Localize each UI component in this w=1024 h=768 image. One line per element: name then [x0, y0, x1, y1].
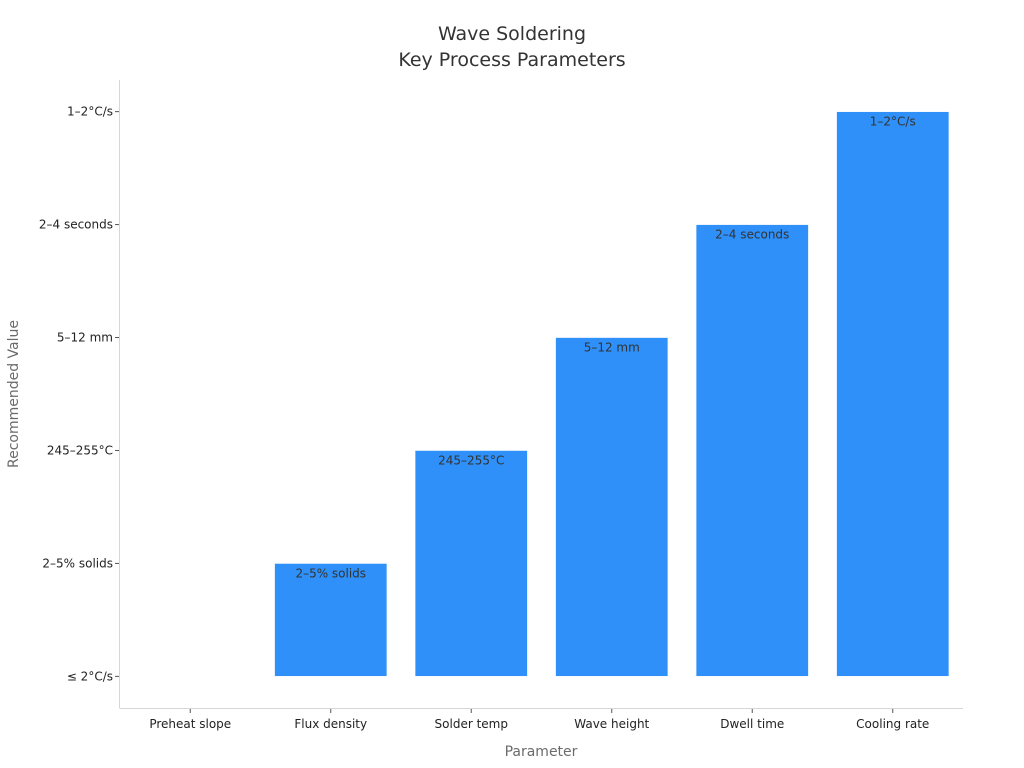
- chart-title-line-2: Key Process Parameters: [398, 49, 625, 71]
- bar: [414, 450, 528, 677]
- y-tick-label: ≤ 2°C/s: [67, 669, 113, 683]
- bar: [555, 337, 669, 677]
- y-tick-label: 245–255°C: [47, 443, 113, 457]
- bar-value-label: 5–12 mm: [584, 341, 640, 355]
- x-tick-label: Cooling rate: [856, 717, 929, 731]
- x-tick-label: Preheat slope: [149, 717, 231, 731]
- bar: [836, 111, 950, 677]
- y-axis-label: Recommended Value: [6, 320, 22, 468]
- x-tick-label: Dwell time: [720, 717, 784, 731]
- x-tick-label: Flux density: [294, 717, 367, 731]
- y-tick-label: 1–2°C/s: [67, 105, 113, 119]
- bar-value-label: 2–5% solids: [295, 566, 366, 580]
- x-tick-label: Solder temp: [435, 717, 508, 731]
- chart-title-line-1: Wave Soldering: [438, 23, 586, 45]
- bar-value-label: 2–4 seconds: [715, 228, 789, 242]
- bar-value-label: 245–255°C: [438, 453, 504, 467]
- x-tick-label: Wave height: [574, 717, 649, 731]
- bar-value-label: 1–2°C/s: [870, 115, 916, 129]
- x-axis-ticks: Preheat slope Flux density Solder temp Wave…: [149, 709, 929, 731]
- x-axis-label: Parameter: [505, 744, 578, 760]
- y-tick-label: 2–4 seconds: [39, 218, 113, 232]
- bar: [695, 224, 809, 677]
- y-axis-ticks: ≤ 2°C/s 2–5% solids 245–255°C 5–12 mm 2–4 se…: [39, 105, 119, 683]
- bar: [274, 563, 388, 677]
- bars: [274, 111, 950, 677]
- y-tick-label: 2–5% solids: [42, 556, 113, 570]
- bar-labels: 2–5% solids 245–255°C 5–12 mm 2–4 seconds 1–…: [295, 115, 915, 581]
- y-tick-label: 5–12 mm: [57, 331, 113, 345]
